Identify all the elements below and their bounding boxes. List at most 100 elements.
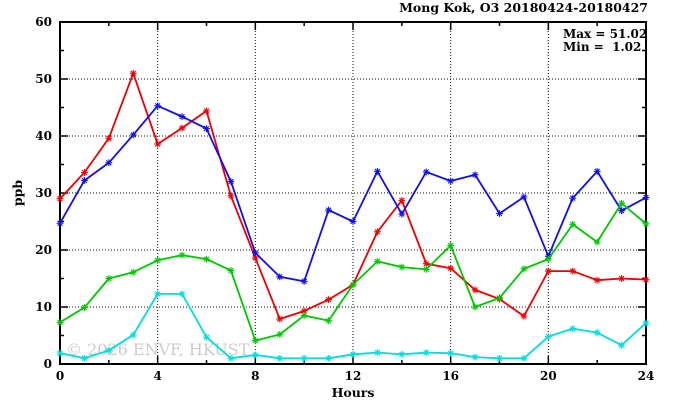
data-point-marker <box>520 312 528 320</box>
data-point-marker <box>471 303 479 311</box>
data-point-marker <box>203 107 210 115</box>
data-point-marker <box>276 273 284 281</box>
data-point-marker <box>422 168 430 176</box>
data-point-marker <box>129 69 137 77</box>
x-tick-label: 12 <box>345 369 362 383</box>
data-point-marker <box>178 124 186 132</box>
data-point-marker <box>227 354 235 362</box>
y-tick-label: 30 <box>35 186 52 200</box>
data-point-marker <box>569 194 577 202</box>
data-point-marker <box>374 167 381 175</box>
data-point-marker <box>349 350 357 358</box>
data-point-marker <box>593 276 601 284</box>
y-tick-label: 20 <box>35 243 52 257</box>
data-point-marker <box>203 125 210 132</box>
data-point-marker <box>81 177 88 184</box>
data-point-marker <box>129 268 137 276</box>
data-point-marker <box>178 251 186 259</box>
data-point-marker <box>105 159 113 167</box>
data-point-marker <box>593 238 601 246</box>
y-tick-label: 0 <box>44 357 52 371</box>
x-tick-label: 4 <box>153 369 161 383</box>
tick-labels: 0 4 8 12 16 20 24 0 10 20 30 40 50 60 <box>35 15 654 383</box>
data-point-marker <box>178 290 186 298</box>
data-point-marker <box>447 242 455 249</box>
data-point-marker <box>300 277 308 285</box>
gridlines <box>60 22 646 364</box>
data-point-marker <box>105 346 113 354</box>
data-point-marker <box>544 333 552 341</box>
data-point-marker <box>520 193 528 201</box>
series-green <box>56 199 650 345</box>
data-point-marker <box>374 349 381 356</box>
data-point-marker <box>300 312 308 319</box>
data-point-marker <box>203 255 210 263</box>
y-tick-label: 50 <box>35 72 52 86</box>
data-point-marker <box>325 296 332 303</box>
data-point-marker <box>447 264 455 272</box>
data-point-marker <box>447 177 455 185</box>
data-point-marker <box>422 260 430 268</box>
data-point-marker <box>569 325 577 333</box>
data-point-marker <box>227 267 235 274</box>
data-series <box>56 69 650 362</box>
data-point-marker <box>251 351 259 359</box>
data-point-marker <box>251 254 259 262</box>
data-point-marker <box>349 281 357 289</box>
data-point-marker <box>251 249 259 257</box>
data-point-marker <box>422 349 430 356</box>
data-point-marker <box>496 354 503 362</box>
data-point-marker <box>178 113 186 121</box>
data-point-marker <box>471 286 479 294</box>
data-point-marker <box>374 258 381 265</box>
data-point-marker <box>398 350 406 358</box>
data-point-marker <box>56 349 64 357</box>
data-point-marker <box>471 353 479 361</box>
data-point-marker <box>569 220 577 228</box>
data-point-marker <box>276 315 284 323</box>
data-point-marker <box>642 220 650 228</box>
data-point-marker <box>129 131 137 139</box>
data-point-marker <box>325 206 332 214</box>
watermark: © 2026 ENVF, HKUST <box>66 340 250 359</box>
data-point-marker <box>496 210 503 217</box>
data-point-marker <box>496 294 503 302</box>
data-point-marker <box>56 219 64 227</box>
plot-border <box>59 21 647 365</box>
data-point-marker <box>471 171 479 179</box>
data-point-marker <box>276 354 284 362</box>
x-tick-label: 0 <box>56 369 64 383</box>
x-tick-label: 20 <box>540 369 557 383</box>
data-point-marker <box>349 218 357 225</box>
data-point-marker <box>618 199 625 207</box>
data-point-marker <box>593 167 601 175</box>
data-point-marker <box>154 140 162 148</box>
y-tick-label: 60 <box>35 15 52 29</box>
data-point-marker <box>642 276 650 284</box>
series-cyan <box>56 290 650 362</box>
chart-title: Mong Kok, O3 20180424-20180427 <box>399 0 648 15</box>
data-point-marker <box>447 349 455 357</box>
data-point-marker <box>325 317 332 325</box>
data-point-marker <box>398 197 406 204</box>
data-point-marker <box>520 265 528 273</box>
data-point-marker <box>618 275 625 282</box>
data-point-marker <box>300 354 308 362</box>
data-point-marker <box>593 329 601 337</box>
data-point-marker <box>203 333 210 341</box>
y-tick-label: 10 <box>35 300 52 314</box>
data-point-marker <box>374 228 381 236</box>
data-point-marker <box>105 134 113 142</box>
data-point-marker <box>81 169 88 176</box>
x-tick-label: 24 <box>638 369 655 383</box>
data-point-marker <box>398 263 406 271</box>
data-point-marker <box>227 178 235 185</box>
data-point-marker <box>618 341 625 349</box>
data-point-marker <box>251 337 259 345</box>
data-point-marker <box>227 192 235 200</box>
data-point-marker <box>81 304 88 311</box>
data-point-marker <box>56 318 64 326</box>
data-point-marker <box>618 207 625 215</box>
